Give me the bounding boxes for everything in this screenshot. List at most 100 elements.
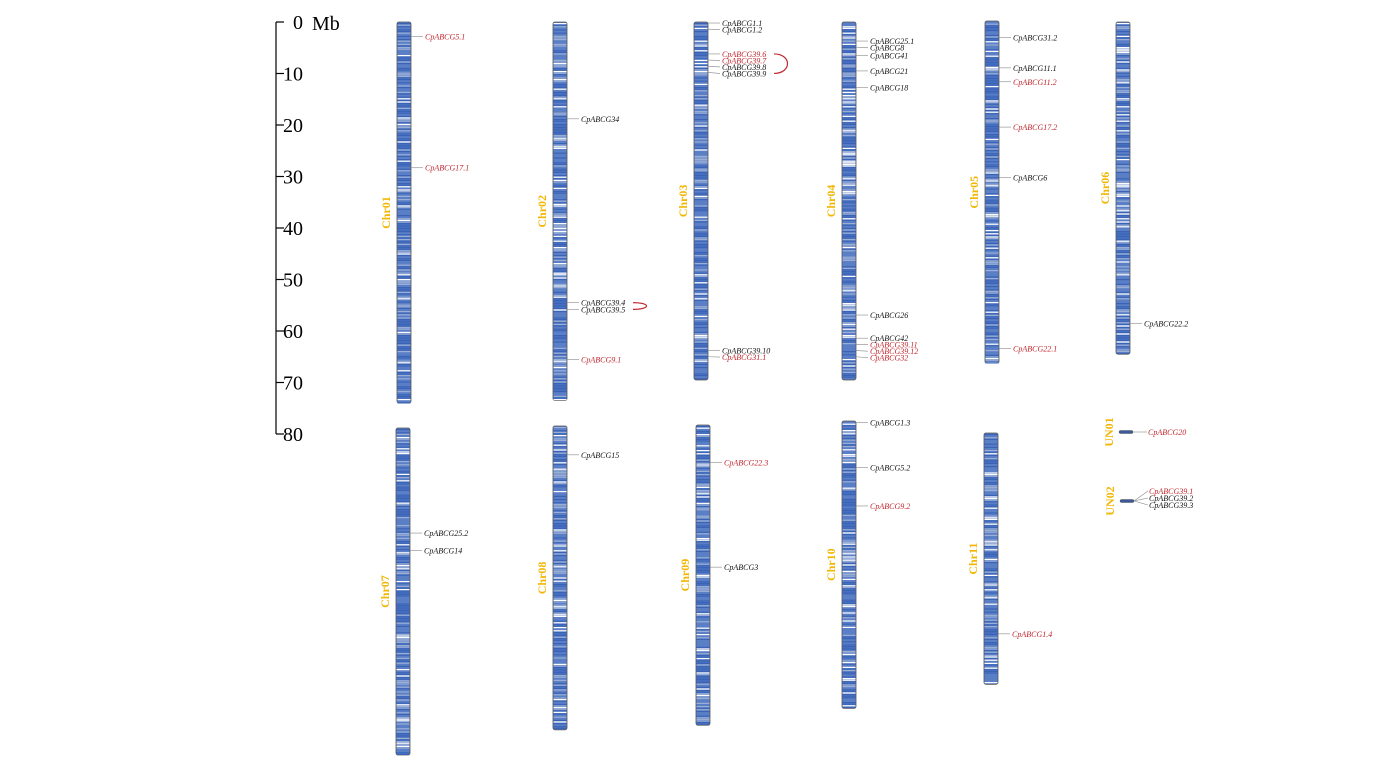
density-band <box>397 336 411 338</box>
density-band <box>985 111 999 113</box>
density-band <box>553 577 567 579</box>
density-band <box>553 638 567 640</box>
density-band <box>694 347 708 349</box>
density-band <box>1116 274 1130 276</box>
density-band <box>985 230 999 232</box>
density-band <box>842 117 856 119</box>
density-band <box>842 425 856 427</box>
density-band <box>842 657 856 659</box>
density-band <box>842 530 856 532</box>
density-band <box>553 649 567 651</box>
density-band <box>553 72 567 74</box>
density-band <box>985 103 999 105</box>
chromosome-label: Chr09 <box>678 559 692 592</box>
density-band <box>396 672 410 674</box>
density-band <box>397 59 411 61</box>
density-band <box>984 648 998 650</box>
density-band <box>397 323 411 325</box>
density-band <box>985 239 999 241</box>
density-band <box>842 205 856 207</box>
density-band <box>553 251 567 253</box>
density-band <box>985 44 999 46</box>
density-band <box>985 108 999 110</box>
density-band <box>842 146 856 148</box>
density-band <box>694 63 708 65</box>
density-band <box>396 742 410 744</box>
density-band <box>553 665 567 667</box>
density-band <box>1116 23 1130 25</box>
density-band <box>553 654 567 656</box>
density-band <box>397 231 411 233</box>
density-band <box>694 40 708 42</box>
density-band <box>396 665 410 667</box>
density-band <box>1116 120 1130 122</box>
density-band <box>696 464 710 466</box>
density-band <box>984 581 998 583</box>
density-band <box>696 571 710 573</box>
density-band <box>396 633 410 635</box>
density-band <box>985 68 999 70</box>
density-band <box>396 661 410 663</box>
density-band <box>396 581 410 583</box>
density-band <box>396 609 410 611</box>
density-band <box>696 627 710 629</box>
density-band <box>396 477 410 479</box>
density-band <box>694 175 708 177</box>
density-band <box>696 520 710 522</box>
density-band <box>985 358 999 360</box>
density-band <box>397 363 411 365</box>
density-band <box>842 513 856 515</box>
density-band <box>842 259 856 261</box>
density-band <box>1116 240 1130 242</box>
density-band <box>1116 338 1130 340</box>
density-band <box>396 603 410 605</box>
density-band <box>553 298 567 300</box>
density-band <box>397 320 411 322</box>
density-band <box>553 311 567 313</box>
density-band <box>397 120 411 122</box>
density-band <box>397 226 411 228</box>
density-band <box>396 677 410 679</box>
density-band <box>696 430 710 432</box>
density-band <box>696 594 710 596</box>
density-band <box>842 365 856 367</box>
density-band <box>553 120 567 122</box>
density-band <box>984 637 998 639</box>
density-band <box>694 107 708 109</box>
density-band <box>985 148 999 150</box>
density-band <box>1116 247 1130 249</box>
density-band <box>1116 210 1130 212</box>
density-band <box>553 699 567 701</box>
density-band <box>553 279 567 281</box>
density-band <box>985 202 999 204</box>
density-band <box>396 573 410 575</box>
gene-label: CpABCG20 <box>1148 428 1186 437</box>
density-band <box>694 155 708 157</box>
density-band <box>396 713 410 715</box>
density-band <box>1116 163 1130 165</box>
density-band <box>842 282 856 284</box>
density-band <box>842 69 856 71</box>
density-band <box>696 709 710 711</box>
density-band <box>396 568 410 570</box>
density-band <box>696 435 710 437</box>
density-band <box>1116 258 1130 260</box>
density-band <box>984 483 998 485</box>
density-band <box>696 438 710 440</box>
density-band <box>553 523 567 525</box>
density-band <box>553 679 567 681</box>
density-band <box>842 90 856 92</box>
density-band <box>553 199 567 201</box>
density-band <box>397 147 411 149</box>
density-band <box>984 434 998 436</box>
density-band <box>1116 186 1130 188</box>
density-band <box>1116 346 1130 348</box>
density-band <box>553 395 567 397</box>
density-band <box>1116 195 1130 197</box>
density-band <box>397 327 411 329</box>
density-band <box>842 149 856 151</box>
density-band <box>553 612 567 614</box>
density-band <box>696 648 710 650</box>
density-band <box>842 271 856 273</box>
density-band <box>397 58 411 60</box>
